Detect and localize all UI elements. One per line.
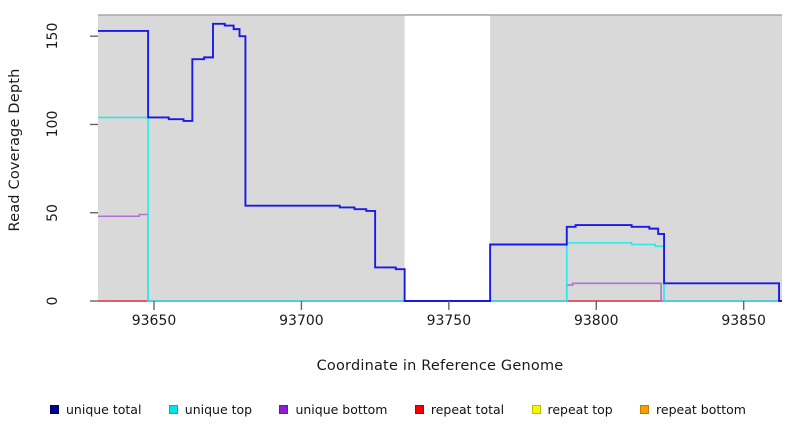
y-tick-label: 50: [30, 203, 76, 223]
legend-item-unique-total[interactable]: unique total: [50, 402, 141, 417]
legend-item-unique-bottom[interactable]: unique bottom: [279, 401, 388, 417]
x-tick-label: 93750: [426, 313, 472, 329]
y-tick-label-text: 100: [45, 111, 61, 138]
legend-swatch-icon: [640, 404, 650, 414]
x-tick-label: 93650: [131, 313, 177, 329]
legend-item-unique-top[interactable]: unique top: [168, 401, 253, 417]
legend-item-label: repeat top: [547, 401, 613, 417]
series-line-unique-total: [98, 22, 782, 302]
y-axis-title: Read Coverage Depth: [7, 68, 23, 232]
legend-swatch-icon: [279, 404, 289, 414]
legend-swatch-icon: [531, 404, 541, 414]
chart-legend: unique total unique top unique bottom repea…: [0, 398, 792, 420]
legend-item-repeat-total[interactable]: repeat total: [414, 401, 505, 417]
legend-item-repeat-bottom[interactable]: repeat bottom: [640, 402, 746, 417]
legend-item-label: unique total: [66, 401, 142, 417]
legend-item-label: repeat bottom: [656, 401, 746, 417]
y-tick-label: 150: [30, 23, 76, 50]
legend-item-label: repeat total: [430, 401, 505, 417]
x-tick-label: 93800: [573, 313, 619, 329]
y-tick-label: 0: [30, 291, 76, 311]
y-tick-label-text: 150: [45, 22, 61, 50]
legend-swatch-icon: [168, 404, 178, 414]
legend-item-label: unique bottom: [295, 401, 388, 417]
x-axis-title: Coordinate in Reference Genome: [316, 358, 564, 374]
gap-region: [404, 15, 491, 301]
legend-swatch-icon: [50, 404, 59, 414]
y-tick-label: 100: [30, 111, 76, 138]
legend-swatch-icon: [414, 404, 424, 414]
y-tick-label-text: 50: [45, 203, 61, 222]
y-tick-label-text: 0: [45, 296, 61, 306]
legend-item-repeat-top[interactable]: repeat top: [531, 401, 613, 417]
legend-item-label: unique top: [184, 401, 253, 417]
x-tick-label: 93850: [721, 313, 766, 329]
x-tick-label: 93700: [279, 313, 324, 329]
